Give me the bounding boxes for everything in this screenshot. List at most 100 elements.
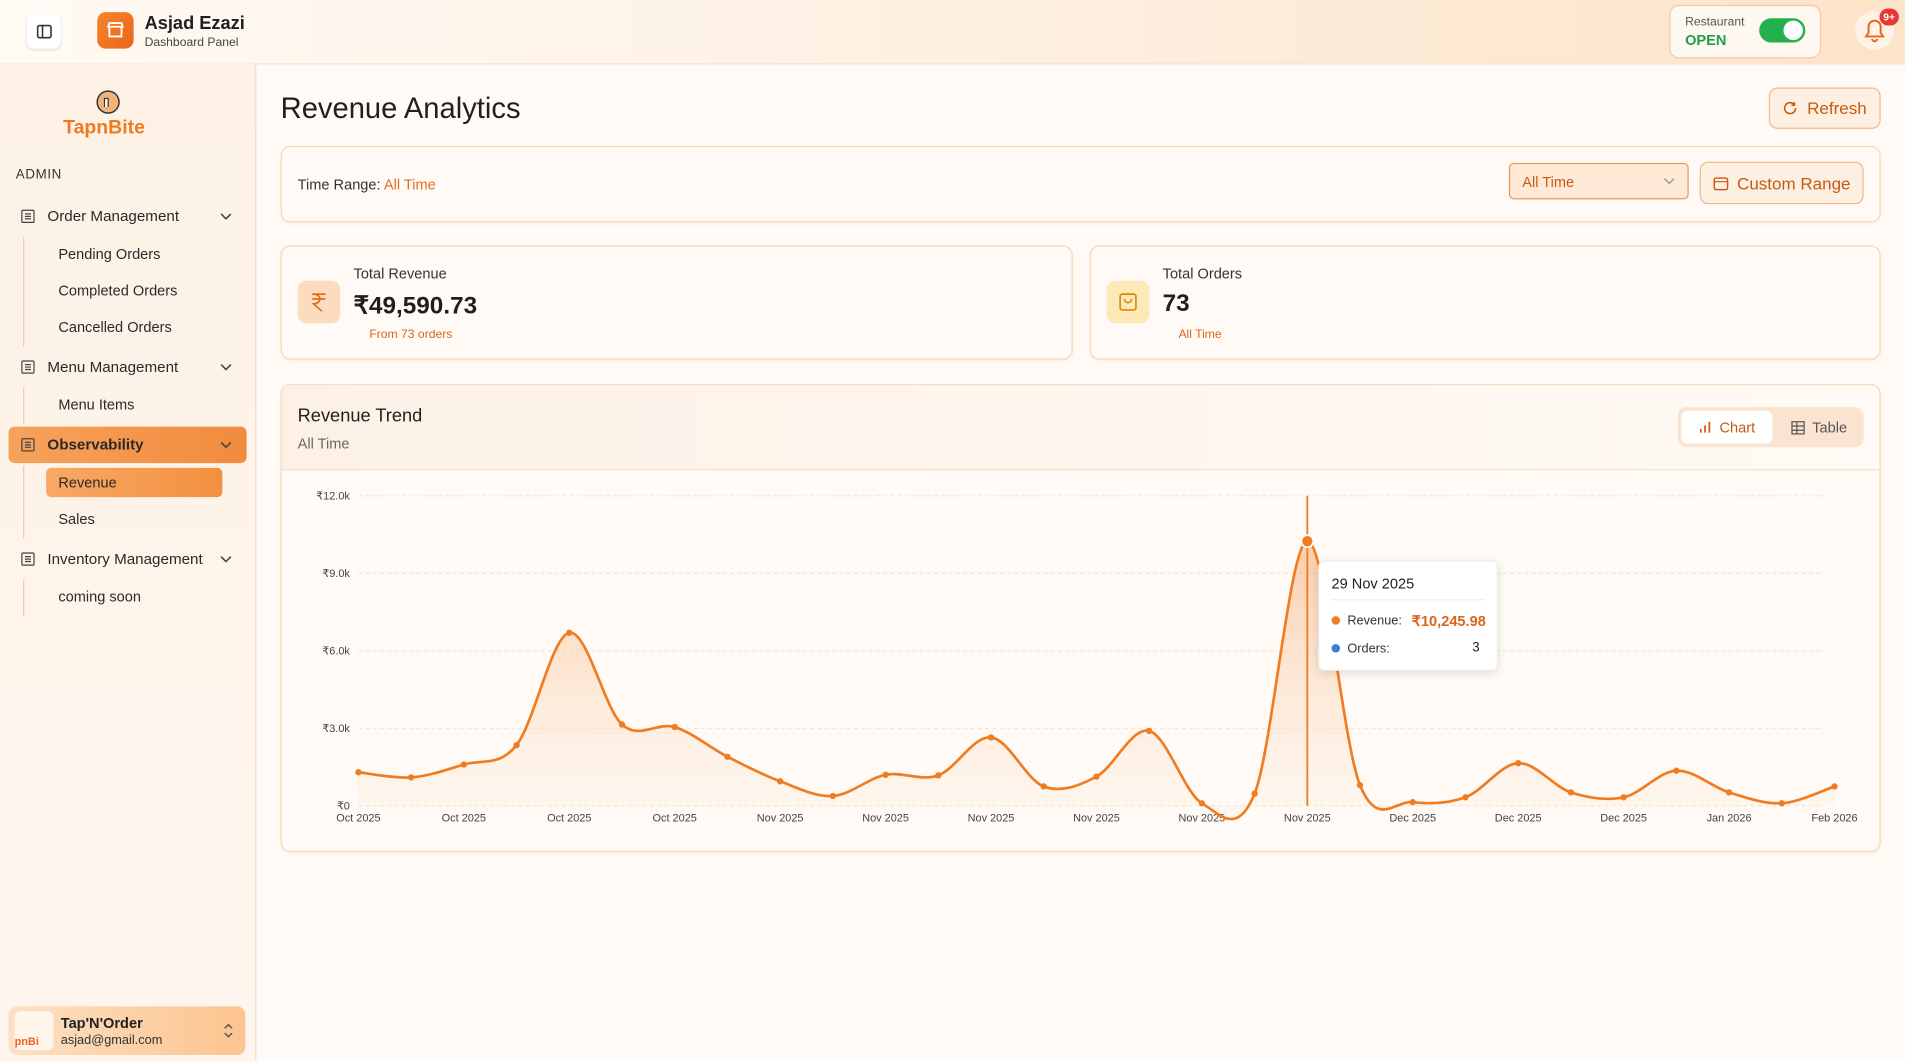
stat-note: From 73 orders bbox=[369, 328, 453, 342]
y-tick-label: ₹6.0k bbox=[322, 645, 350, 657]
nav-tree-line bbox=[23, 579, 25, 617]
chart-view-button[interactable]: Chart bbox=[1681, 410, 1773, 444]
nav-chevron bbox=[220, 364, 232, 371]
user-name: Asjad Ezazi bbox=[144, 13, 245, 35]
switch-knob bbox=[1783, 20, 1803, 41]
chart-icon bbox=[1700, 421, 1711, 433]
y-tick-label: ₹12.0k bbox=[316, 491, 350, 503]
nav-item-label: Completed Orders bbox=[58, 281, 178, 299]
nav-item[interactable]: Cancelled Orders bbox=[46, 312, 222, 341]
nav-group[interactable]: Order Management bbox=[9, 198, 247, 234]
nav-item[interactable]: Sales bbox=[46, 504, 222, 533]
nav-item-label: Menu Items bbox=[58, 396, 135, 414]
nav-item-label: Sales bbox=[58, 510, 95, 528]
x-tick-label: Nov 2025 bbox=[1073, 813, 1120, 825]
x-tick-label: Dec 2025 bbox=[1600, 813, 1647, 825]
stat-label: Total Orders bbox=[1162, 264, 1243, 282]
nav-group[interactable]: Inventory Management bbox=[9, 541, 247, 577]
revenue-chart: ₹0 ₹3.0k ₹6.0k ₹9.0k ₹12.0k Oct 2025 Oct 2025 O… bbox=[316, 491, 1857, 825]
table-view-button[interactable]: Table bbox=[1775, 411, 1862, 444]
nav-group-label: Inventory Management bbox=[47, 550, 203, 568]
nav-chevron bbox=[220, 556, 232, 563]
notification-badge: 9+ bbox=[1879, 8, 1899, 26]
x-tick-label: Dec 2025 bbox=[1389, 813, 1436, 825]
x-tick-label: Nov 2025 bbox=[862, 813, 909, 825]
nav-item-label: Revenue bbox=[58, 474, 117, 492]
refresh-button[interactable]: Refresh bbox=[1768, 87, 1881, 129]
nav-group[interactable]: Observability bbox=[8, 426, 247, 464]
user-subtitle: Dashboard Panel bbox=[144, 36, 239, 50]
stat-icon bbox=[297, 280, 341, 324]
point bbox=[1198, 800, 1206, 807]
user-card-name: Tap'N'Order bbox=[60, 1014, 143, 1032]
tooltip-row-value: ₹10,245.98 bbox=[1411, 612, 1486, 630]
x-tick-label: Feb 2026 bbox=[1811, 813, 1857, 825]
tooltip-row-label: Orders: bbox=[1347, 641, 1390, 657]
nav-item[interactable]: Pending Orders bbox=[46, 239, 222, 268]
point bbox=[1300, 534, 1315, 549]
point bbox=[1409, 799, 1416, 806]
x-tick-label: Oct 2025 bbox=[547, 813, 591, 825]
section-label: ADMIN bbox=[15, 167, 62, 183]
user-card[interactable]: pnBi Tap'N'Order asjad@gmail.com bbox=[8, 1006, 246, 1055]
brand-name: TapnBite bbox=[63, 117, 145, 139]
stat-card: Total Orders 73 All Time bbox=[1089, 245, 1881, 360]
area bbox=[358, 541, 1835, 820]
dropdown-label: All Time bbox=[1522, 173, 1575, 191]
brand-icon bbox=[96, 90, 120, 114]
nav-item-label: coming soon bbox=[58, 588, 141, 606]
nav-item-label: Cancelled Orders bbox=[58, 318, 172, 336]
view-toggle: Chart Table bbox=[1677, 407, 1864, 448]
status-switch[interactable] bbox=[1759, 18, 1806, 43]
nav-item[interactable]: Completed Orders bbox=[46, 276, 222, 305]
x-tick-label: Oct 2025 bbox=[336, 813, 380, 825]
refresh-label: Refresh bbox=[1807, 98, 1867, 118]
tooltip-row-label: Revenue: bbox=[1347, 613, 1402, 629]
nav-icon bbox=[21, 360, 35, 374]
range-dropdown[interactable]: All Time bbox=[1508, 162, 1689, 200]
logo-badge bbox=[97, 12, 134, 49]
custom-range-button[interactable]: Custom Range bbox=[1699, 161, 1864, 205]
point bbox=[1725, 789, 1733, 796]
stat-card: Total Revenue ₹49,590.73 From 73 orders bbox=[280, 245, 1073, 360]
stat-label: Total Revenue bbox=[353, 264, 447, 282]
nav-chevron bbox=[220, 213, 232, 220]
nav-group[interactable]: Menu Management bbox=[9, 349, 247, 385]
chart-view-label: Chart bbox=[1719, 418, 1756, 436]
nav-tree-line bbox=[23, 237, 25, 347]
top-bar: Asjad Ezazi Dashboard Panel Restaurant O… bbox=[0, 0, 1905, 65]
point bbox=[513, 741, 520, 749]
custom-range-label: Custom Range bbox=[1737, 173, 1851, 193]
tooltip-divider bbox=[1331, 599, 1485, 601]
calendar-icon bbox=[1713, 177, 1729, 191]
expand-icon bbox=[224, 1023, 233, 1038]
sidebar: TapnBite ADMIN pnBi Tap'N'Order asjad@gm… bbox=[0, 63, 257, 1061]
stat-icon bbox=[1106, 280, 1150, 324]
time-range-label: Time Range: bbox=[297, 176, 381, 194]
point bbox=[882, 771, 889, 778]
bell-icon bbox=[1864, 19, 1885, 43]
nav-item[interactable]: Menu Items bbox=[46, 390, 222, 419]
x-tick-label: Jan 2026 bbox=[1707, 813, 1752, 825]
notifications[interactable]: 9+ bbox=[1855, 8, 1899, 50]
point bbox=[671, 723, 678, 731]
tooltip-title: 29 Nov 2025 bbox=[1331, 574, 1415, 592]
y-tick-label: ₹9.0k bbox=[322, 568, 350, 580]
nav-item-label: Pending Orders bbox=[58, 245, 161, 263]
nav-item[interactable]: Revenue bbox=[46, 467, 223, 498]
page-title: Revenue Analytics bbox=[280, 92, 521, 126]
point bbox=[1515, 760, 1522, 767]
nav-icon bbox=[21, 438, 35, 452]
point bbox=[1093, 773, 1100, 780]
store-icon bbox=[106, 22, 124, 38]
point bbox=[1356, 781, 1364, 789]
y-tick-label: ₹0 bbox=[337, 800, 350, 812]
nav-group-label: Menu Management bbox=[47, 358, 179, 376]
point bbox=[1673, 767, 1680, 774]
point bbox=[724, 753, 731, 760]
point bbox=[1620, 794, 1627, 801]
sidebar-toggle[interactable] bbox=[26, 14, 61, 49]
nav-item[interactable]: coming soon bbox=[46, 582, 222, 611]
trend-card: Revenue Trend All Time Chart Table ₹0 ₹3.… bbox=[280, 384, 1881, 852]
